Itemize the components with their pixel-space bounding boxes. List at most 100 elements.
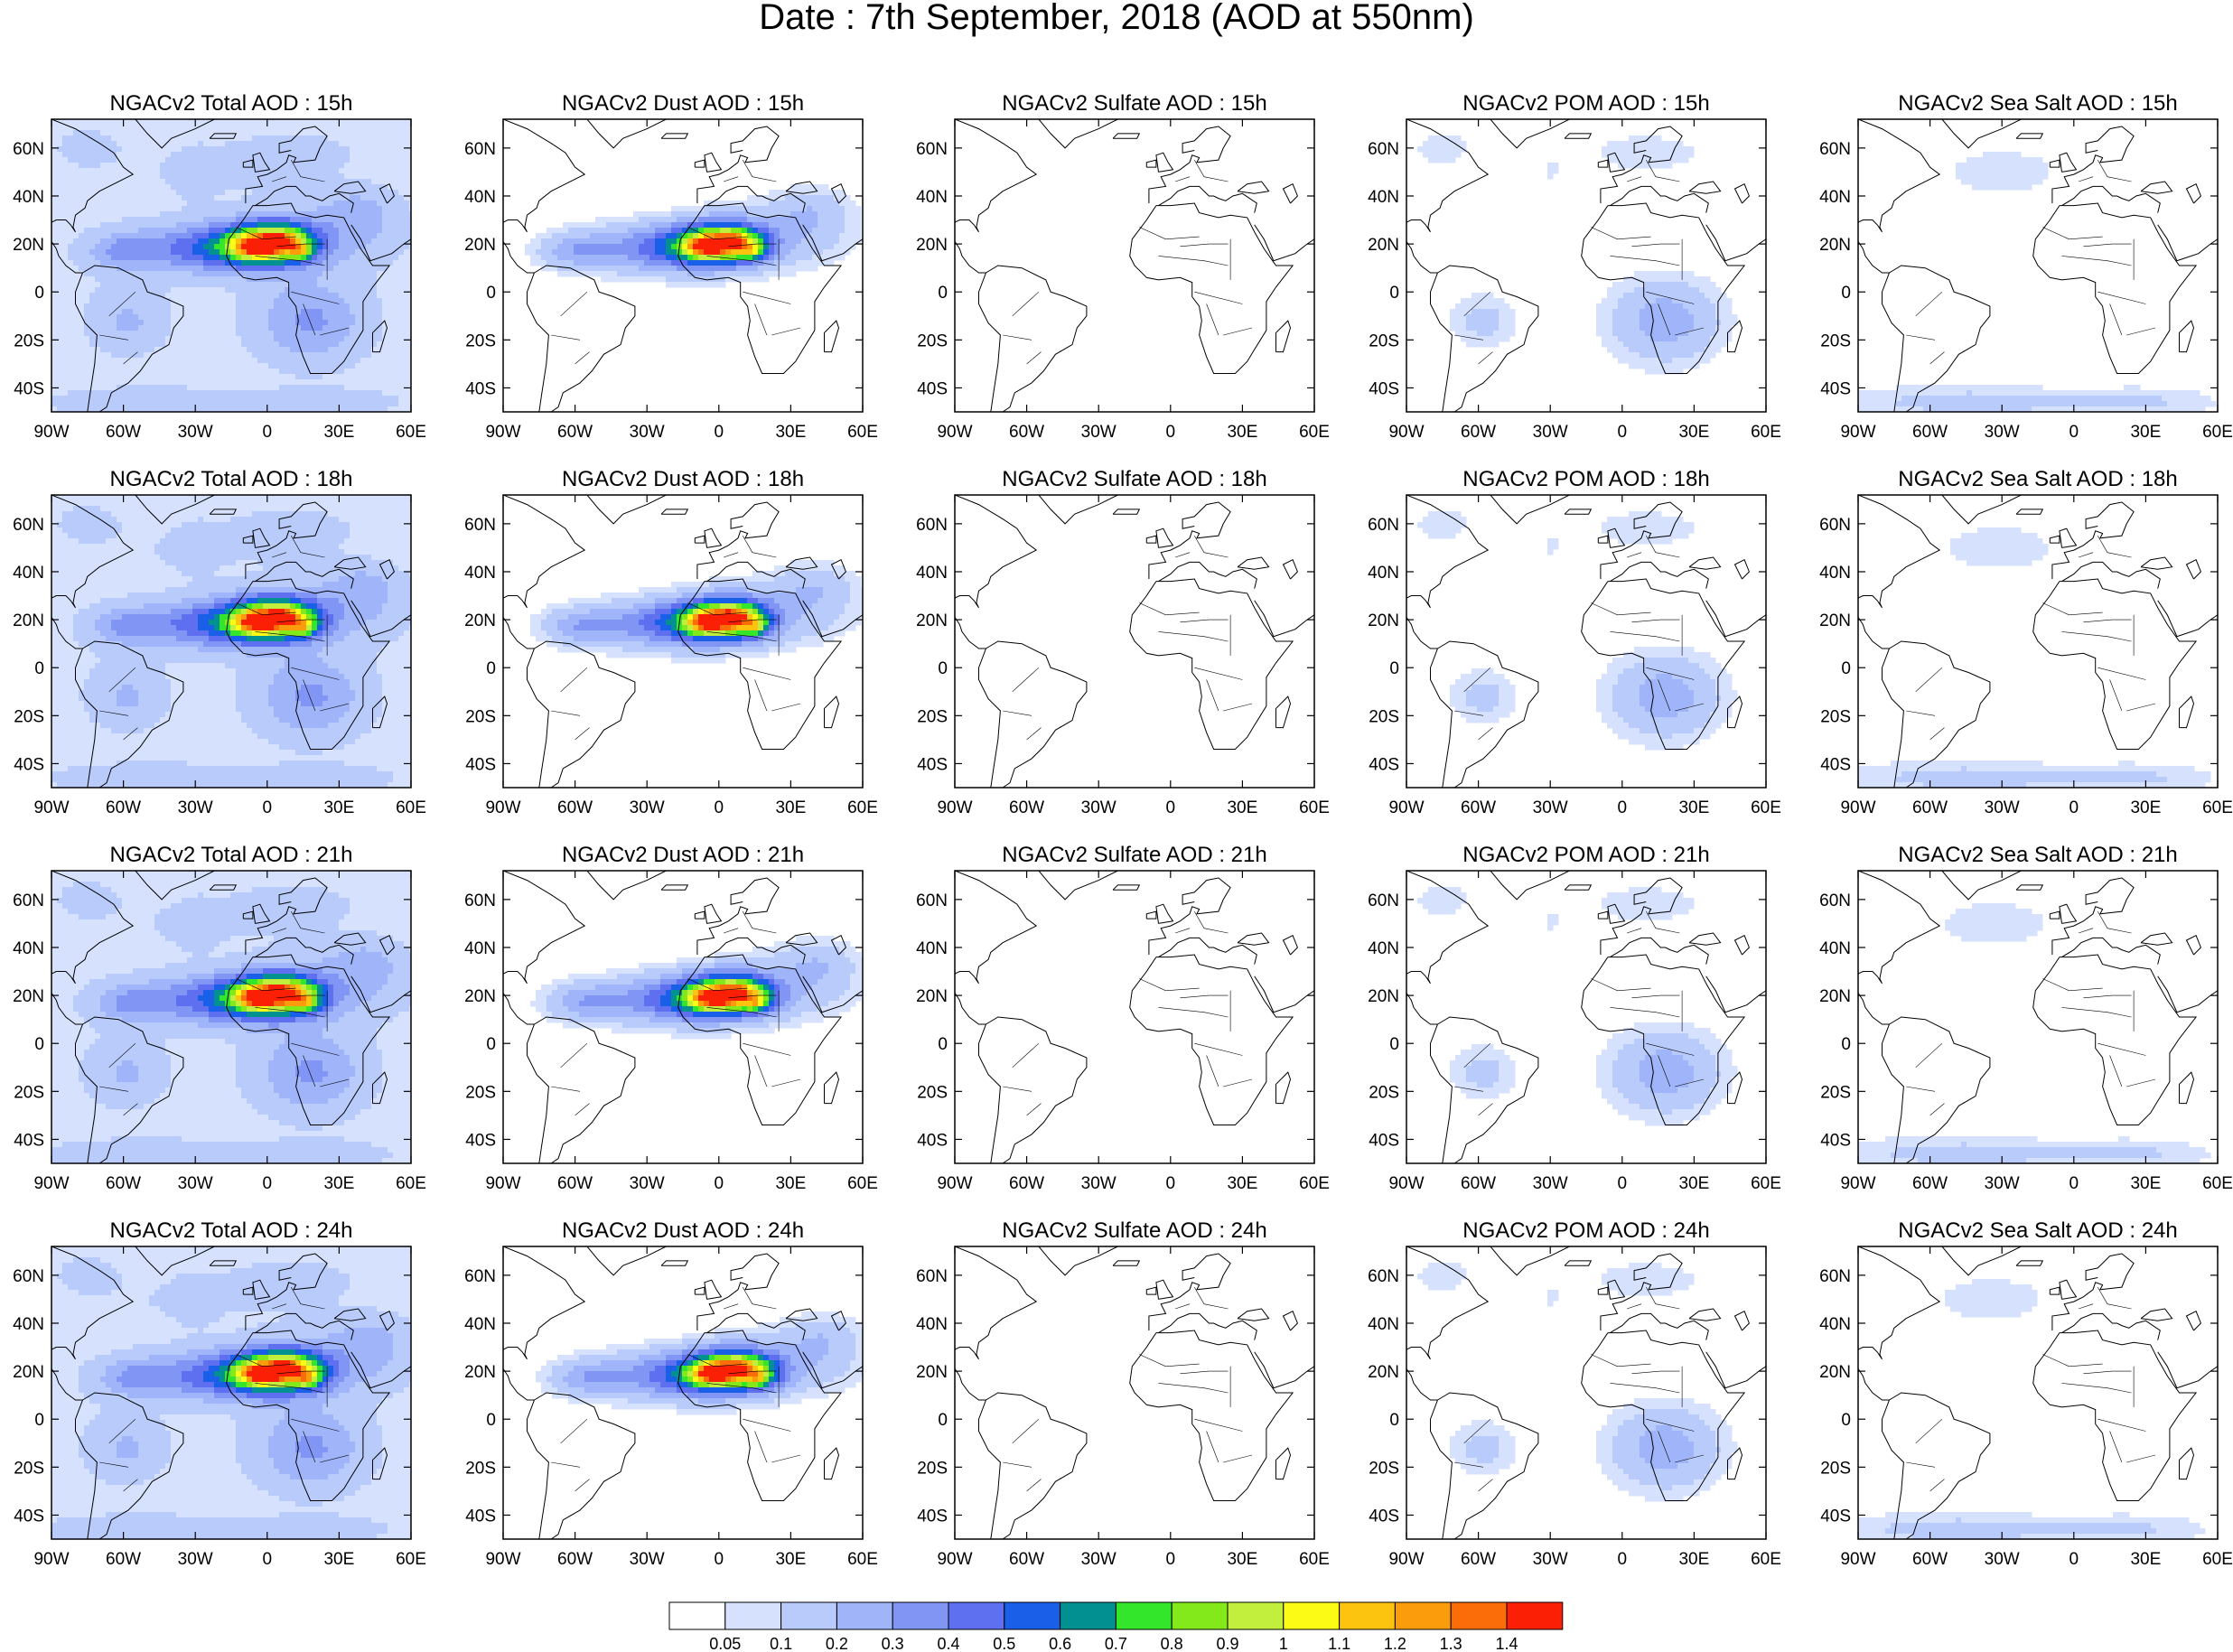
lat-tick-label: 0	[1389, 1411, 1399, 1430]
colorbar-label: 1.1	[1328, 1635, 1350, 1652]
country-border	[1194, 291, 1243, 304]
lon-tick-label: 60W	[1912, 1550, 1948, 1569]
lat-tick-label: 20S	[1369, 331, 1399, 350]
map-panel: NGACv2 POM AOD : 15h 90W 60W 30W 0 30E 60E 60N 4…	[1368, 91, 1781, 442]
country-border	[1180, 619, 1229, 623]
lon-tick-label: 30E	[1227, 1174, 1257, 1193]
coastline	[978, 265, 1088, 412]
country-border	[1139, 1354, 1200, 1367]
panel-frame	[954, 870, 1315, 1164]
lon-tick-label: 60W	[1912, 798, 1948, 817]
coastline	[2061, 561, 2161, 589]
lon-tick-label: 0	[1166, 1174, 1176, 1193]
coastline	[955, 241, 986, 274]
country-border	[724, 928, 739, 934]
coastline	[1727, 695, 1743, 729]
colorbar-label: 1.3	[1440, 1635, 1462, 1652]
coastline	[1705, 1351, 1766, 1389]
coastline	[255, 185, 354, 213]
colorbar-swatch	[1394, 1601, 1452, 1630]
country-border	[1194, 159, 1229, 182]
country-border	[2109, 303, 2123, 336]
lon-tick-label: 30W	[1081, 1550, 1116, 1569]
aod-shading	[1858, 1279, 2206, 1539]
lon-tick-label: 30E	[1678, 1550, 1709, 1569]
coastline	[1129, 954, 1294, 1125]
country-border	[1610, 1007, 1680, 1018]
coastline	[1882, 265, 1991, 412]
country-border	[291, 159, 325, 182]
coastlines	[955, 1246, 1314, 1539]
lat-tick-label: 20S	[917, 1459, 948, 1478]
coastline	[2059, 1279, 2078, 1300]
coastline	[802, 1351, 863, 1389]
coastline	[2059, 903, 2078, 924]
country-border	[2109, 1055, 2123, 1087]
coastline	[1858, 1246, 1941, 1360]
lat-tick-label: 60N	[1819, 516, 1851, 535]
map-panel: NGACv2 Sulfate AOD : 24h 90W 60W 30W 0 30E 60E…	[916, 1218, 1330, 1569]
coastline	[660, 133, 689, 139]
lat-tick-label: 20S	[465, 1459, 496, 1478]
coastline	[2059, 527, 2078, 548]
lon-tick-label: 60W	[1912, 1174, 1948, 1193]
country-border	[1631, 1370, 1680, 1375]
country-border	[771, 1078, 801, 1087]
lat-tick-label: 40S	[465, 1507, 496, 1526]
lat-tick-label: 20S	[1369, 707, 1399, 726]
lon-tick-label: 60E	[847, 423, 878, 442]
lat-tick-label: 20N	[1368, 236, 1399, 255]
lon-tick-label: 90W	[937, 423, 972, 442]
colorbar: 0.05 0.1 0.2 0.3 0.4 0.5 0.6 0.7 0.8 0.9 1 1.1 1.2 1.…	[668, 1601, 1564, 1652]
coastline	[1275, 320, 1292, 353]
coastline	[1705, 975, 1766, 1013]
lon-tick-label: 60W	[106, 1174, 141, 1193]
coastline	[378, 935, 395, 956]
coastline	[586, 495, 667, 525]
coastline	[75, 265, 184, 412]
lon-tick-label: 30E	[775, 423, 806, 442]
coastline	[503, 119, 586, 233]
lon-tick-label: 30E	[1678, 798, 1709, 817]
panel-title: NGACv2 Total AOD : 21h	[109, 843, 352, 867]
country-border	[2042, 227, 2103, 240]
lat-tick-label: 20N	[916, 1363, 948, 1382]
coastline	[1145, 535, 1157, 544]
coastline	[1158, 937, 1257, 965]
country-border	[1646, 910, 1680, 934]
lon-tick-label: 30E	[1678, 423, 1709, 442]
country-border	[1675, 703, 1705, 712]
coastline	[135, 495, 215, 525]
coastline	[2015, 509, 2044, 515]
lon-tick-label: 60W	[1009, 1550, 1044, 1569]
coastline	[1038, 119, 1118, 149]
coastline	[1858, 1368, 1890, 1401]
coastline	[1858, 993, 1890, 1025]
coastline	[1129, 578, 1294, 750]
coastlines	[51, 495, 411, 788]
panel-title: NGACv2 Sulfate AOD : 15h	[1002, 91, 1266, 116]
lon-tick-label: 60W	[557, 1174, 593, 1193]
coastline	[503, 617, 535, 649]
coastline	[503, 1368, 535, 1401]
lon-tick-label: 60W	[106, 798, 141, 817]
panel-frame	[1857, 118, 2219, 413]
country-border	[743, 667, 791, 680]
coastlines	[955, 871, 1314, 1163]
country-border	[1906, 710, 1935, 716]
map-panel: NGACv2 Sulfate AOD : 15h 90W 60W 30W 0 30E 60E…	[916, 91, 1330, 442]
coastline	[696, 501, 780, 579]
coastlines	[955, 495, 1314, 788]
coastline	[378, 183, 395, 204]
lat-tick-label: 40S	[917, 1131, 948, 1150]
lon-tick-label: 30W	[1533, 423, 1568, 442]
country-border	[1206, 303, 1219, 336]
lon-tick-label: 30E	[2130, 1174, 2161, 1193]
coastline	[1112, 884, 1141, 891]
aod-shading	[1417, 1263, 1738, 1502]
coastline	[350, 224, 411, 262]
coastline	[1581, 1330, 1746, 1501]
colorbar-label: 0.1	[770, 1635, 792, 1652]
panel-frame	[51, 870, 412, 1164]
coastline	[2185, 559, 2201, 580]
